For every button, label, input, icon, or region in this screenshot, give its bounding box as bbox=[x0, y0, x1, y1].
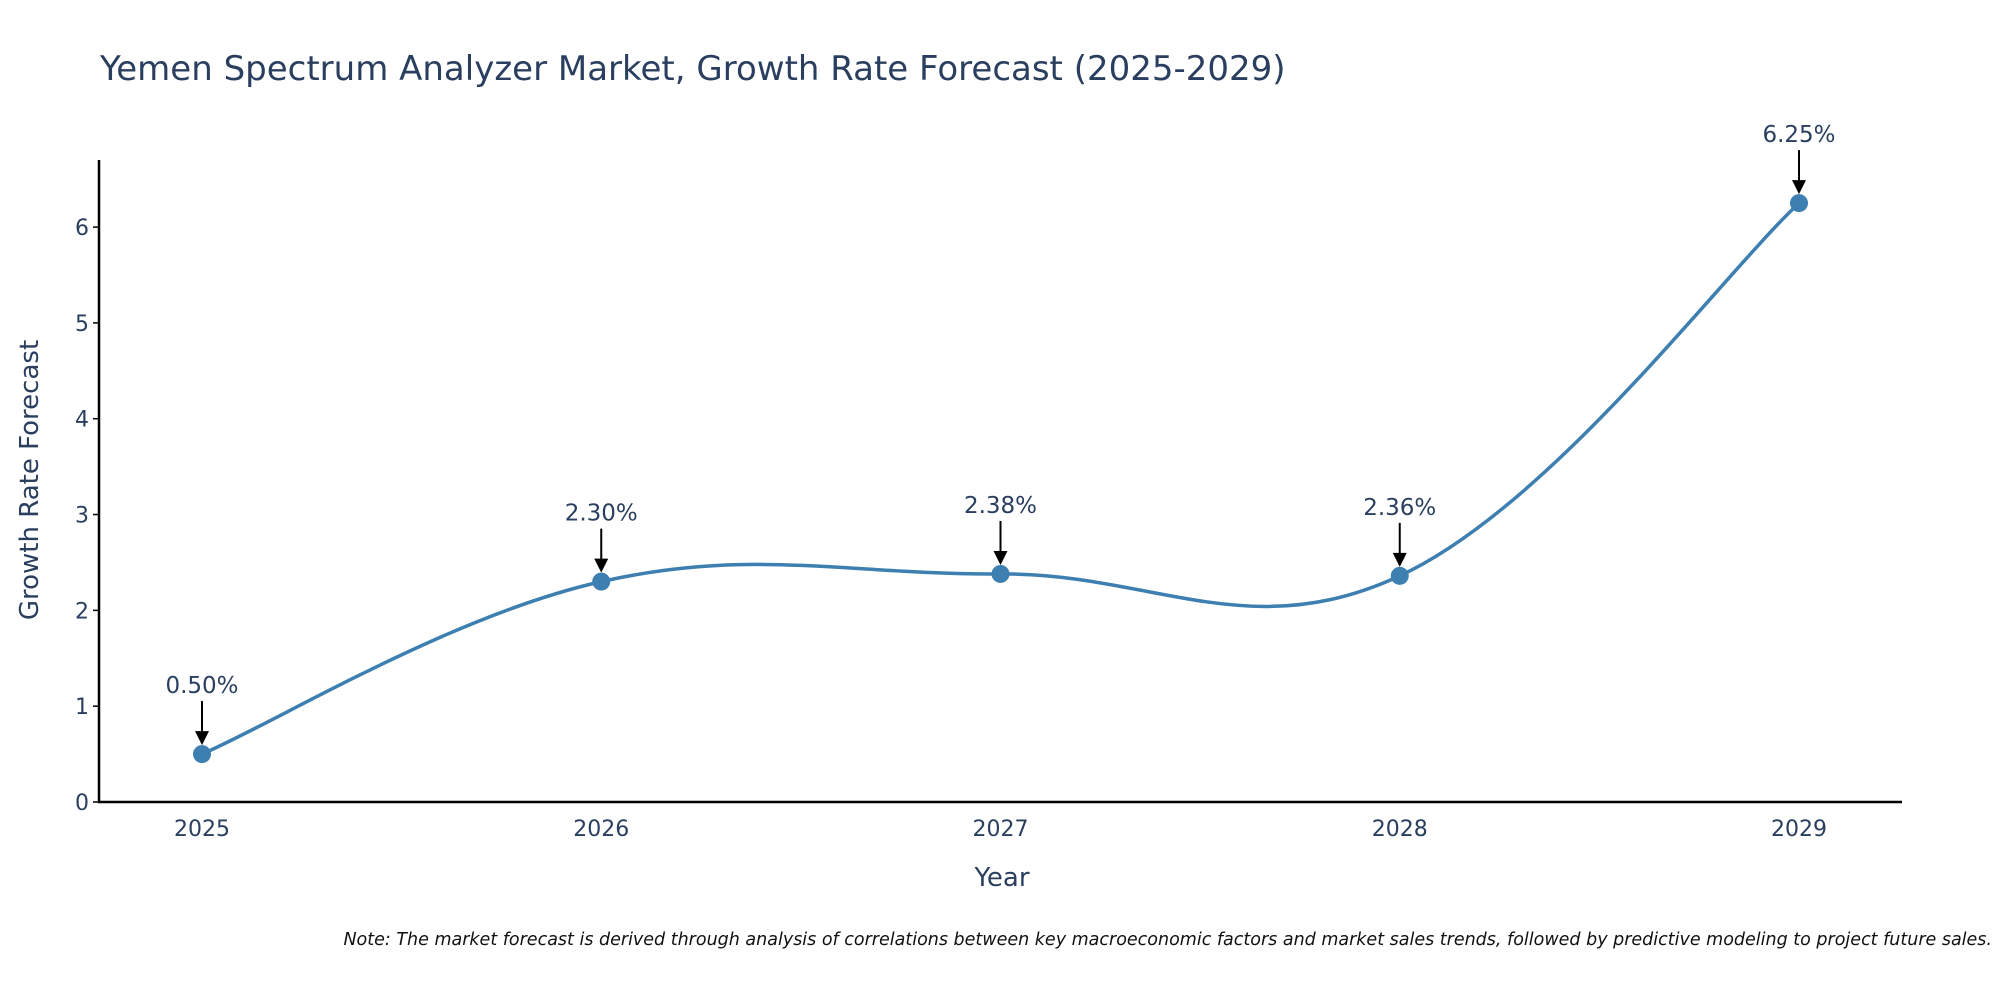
y-tick-label: 2 bbox=[75, 599, 89, 624]
annotation-arrow-head bbox=[1792, 180, 1806, 195]
y-tick-label: 1 bbox=[75, 695, 89, 720]
data-label: 0.50% bbox=[165, 673, 238, 699]
data-label: 2.38% bbox=[964, 493, 1037, 519]
data-point bbox=[592, 572, 611, 591]
annotation-arrow-head bbox=[1392, 552, 1407, 567]
annotation-arrow-head bbox=[594, 558, 609, 573]
y-tick-label: 4 bbox=[75, 408, 89, 433]
footnote: Note: The market forecast is derived thr… bbox=[343, 930, 1992, 950]
data-point bbox=[991, 564, 1010, 583]
x-tick-label: 2026 bbox=[573, 817, 629, 842]
data-point bbox=[1390, 566, 1409, 585]
y-axis-title: Growth Rate Forecast bbox=[15, 340, 45, 620]
annotation-arrow-head bbox=[993, 550, 1008, 565]
y-tick-label: 0 bbox=[75, 791, 89, 816]
y-tick-label: 3 bbox=[75, 504, 89, 529]
x-tick-label: 2025 bbox=[174, 817, 230, 842]
data-label: 6.25% bbox=[1762, 122, 1835, 148]
x-tick-label: 2027 bbox=[973, 817, 1029, 842]
x-axis-title: Year bbox=[973, 863, 1029, 893]
y-tick-label: 6 bbox=[75, 216, 89, 241]
series-line bbox=[201, 201, 1801, 756]
data-label: 2.36% bbox=[1363, 495, 1436, 521]
data-label: 2.30% bbox=[565, 501, 638, 527]
chart-title: Yemen Spectrum Analyzer Market, Growth R… bbox=[99, 49, 1286, 89]
y-tick-label: 5 bbox=[75, 312, 89, 337]
plot-area: 0 1 2 3 4 5 6 2025 2026 2027 2028 2029 0.50% 2.30% 2.3… bbox=[75, 122, 1902, 842]
x-tick-label: 2028 bbox=[1372, 817, 1428, 842]
x-tick-label: 2029 bbox=[1771, 817, 1827, 842]
data-point bbox=[1790, 194, 1808, 213]
data-point bbox=[193, 745, 211, 764]
annotation-arrow-head bbox=[195, 731, 209, 746]
